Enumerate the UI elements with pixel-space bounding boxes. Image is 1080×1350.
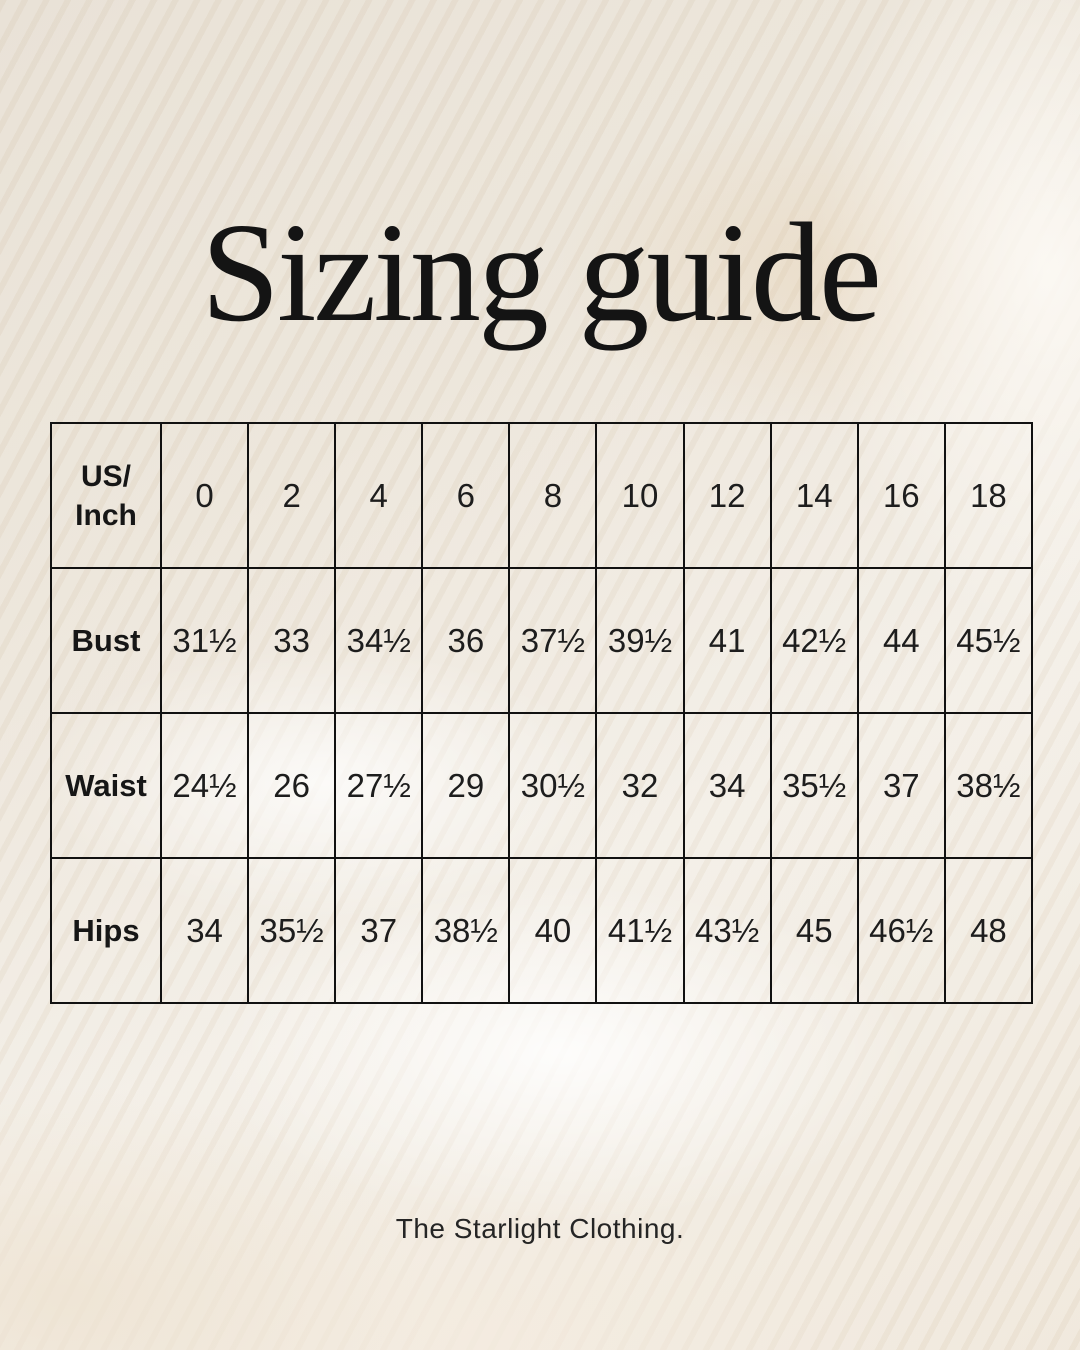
- measurement-cell: 35½: [247, 857, 337, 1004]
- measurement-cell: 26: [247, 712, 337, 859]
- page-title: Sizing guide: [201, 193, 882, 352]
- measurement-cell: 24½: [159, 712, 250, 859]
- row-label-bust: Bust: [50, 567, 162, 714]
- row-label-waist: Waist: [50, 712, 162, 859]
- brand-footer: The Starlight Clothing.: [395, 1213, 685, 1244]
- measurement-cell: 27½: [334, 712, 424, 859]
- measurement-cell: 30½: [508, 712, 598, 859]
- measurement-cell: 33: [247, 567, 337, 714]
- measurement-cell: 45½: [943, 567, 1034, 714]
- row-label-hips: Hips: [50, 857, 162, 1004]
- size-header-cell: 2: [247, 422, 337, 569]
- measurement-cell: 31½: [159, 567, 250, 714]
- measurement-row: Bust 31½ 33 34½ 36 37½ 39½ 41 42½ 44 45½: [50, 567, 1034, 714]
- measurement-cell: 38½: [943, 712, 1034, 859]
- measurement-cell: 34: [682, 712, 772, 859]
- size-header-cell: 6: [421, 422, 511, 569]
- measurement-cell: 48: [943, 857, 1034, 1004]
- size-header-cell: 10: [595, 422, 685, 569]
- measurement-row: Waist 24½ 26 27½ 29 30½ 32 34 35½ 37 38½: [50, 712, 1034, 859]
- size-header-cell: 16: [856, 422, 946, 569]
- size-header-cell: 4: [334, 422, 424, 569]
- measurement-cell: 32: [595, 712, 685, 859]
- sizing-table: US/ Inch 0 2 4 6 8 10 12 14 16 18 Bust 31½ 33 34½ 36 3…: [50, 422, 1034, 1004]
- measurement-cell: 39½: [595, 567, 685, 714]
- measurement-cell: 46½: [856, 857, 946, 1004]
- measurement-row: Hips 34 35½ 37 38½ 40 41½ 43½ 45 46½ 48: [50, 857, 1034, 1004]
- size-header-cell: 8: [508, 422, 598, 569]
- measurement-cell: 34: [159, 857, 250, 1004]
- size-header-cell: 18: [943, 422, 1034, 569]
- measurement-cell: 44: [856, 567, 946, 714]
- corner-label-line2: Inch: [75, 498, 137, 532]
- corner-label-line1: US/: [80, 459, 131, 493]
- measurement-cell: 37: [334, 857, 424, 1004]
- measurement-cell: 29: [421, 712, 511, 859]
- measurement-cell: 37: [856, 712, 946, 859]
- measurement-cell: 40: [508, 857, 598, 1004]
- measurement-cell: 41½: [595, 857, 685, 1004]
- measurement-cell: 36: [421, 567, 511, 714]
- size-header-cell: 0: [159, 422, 250, 569]
- measurement-cell: 34½: [334, 567, 424, 714]
- measurement-cell: 41: [682, 567, 772, 714]
- measurement-cell: 43½: [682, 857, 772, 1004]
- size-header-cell: 12: [682, 422, 772, 569]
- size-header-row: US/ Inch 0 2 4 6 8 10 12 14 16 18: [50, 422, 1034, 569]
- measurement-cell: 37½: [508, 567, 598, 714]
- measurement-cell: 45: [769, 857, 859, 1004]
- measurement-cell: 35½: [769, 712, 859, 859]
- measurement-cell: 38½: [421, 857, 511, 1004]
- measurement-cell: 42½: [769, 567, 859, 714]
- size-header-cell: 14: [769, 422, 859, 569]
- corner-header-cell: US/ Inch: [50, 422, 162, 569]
